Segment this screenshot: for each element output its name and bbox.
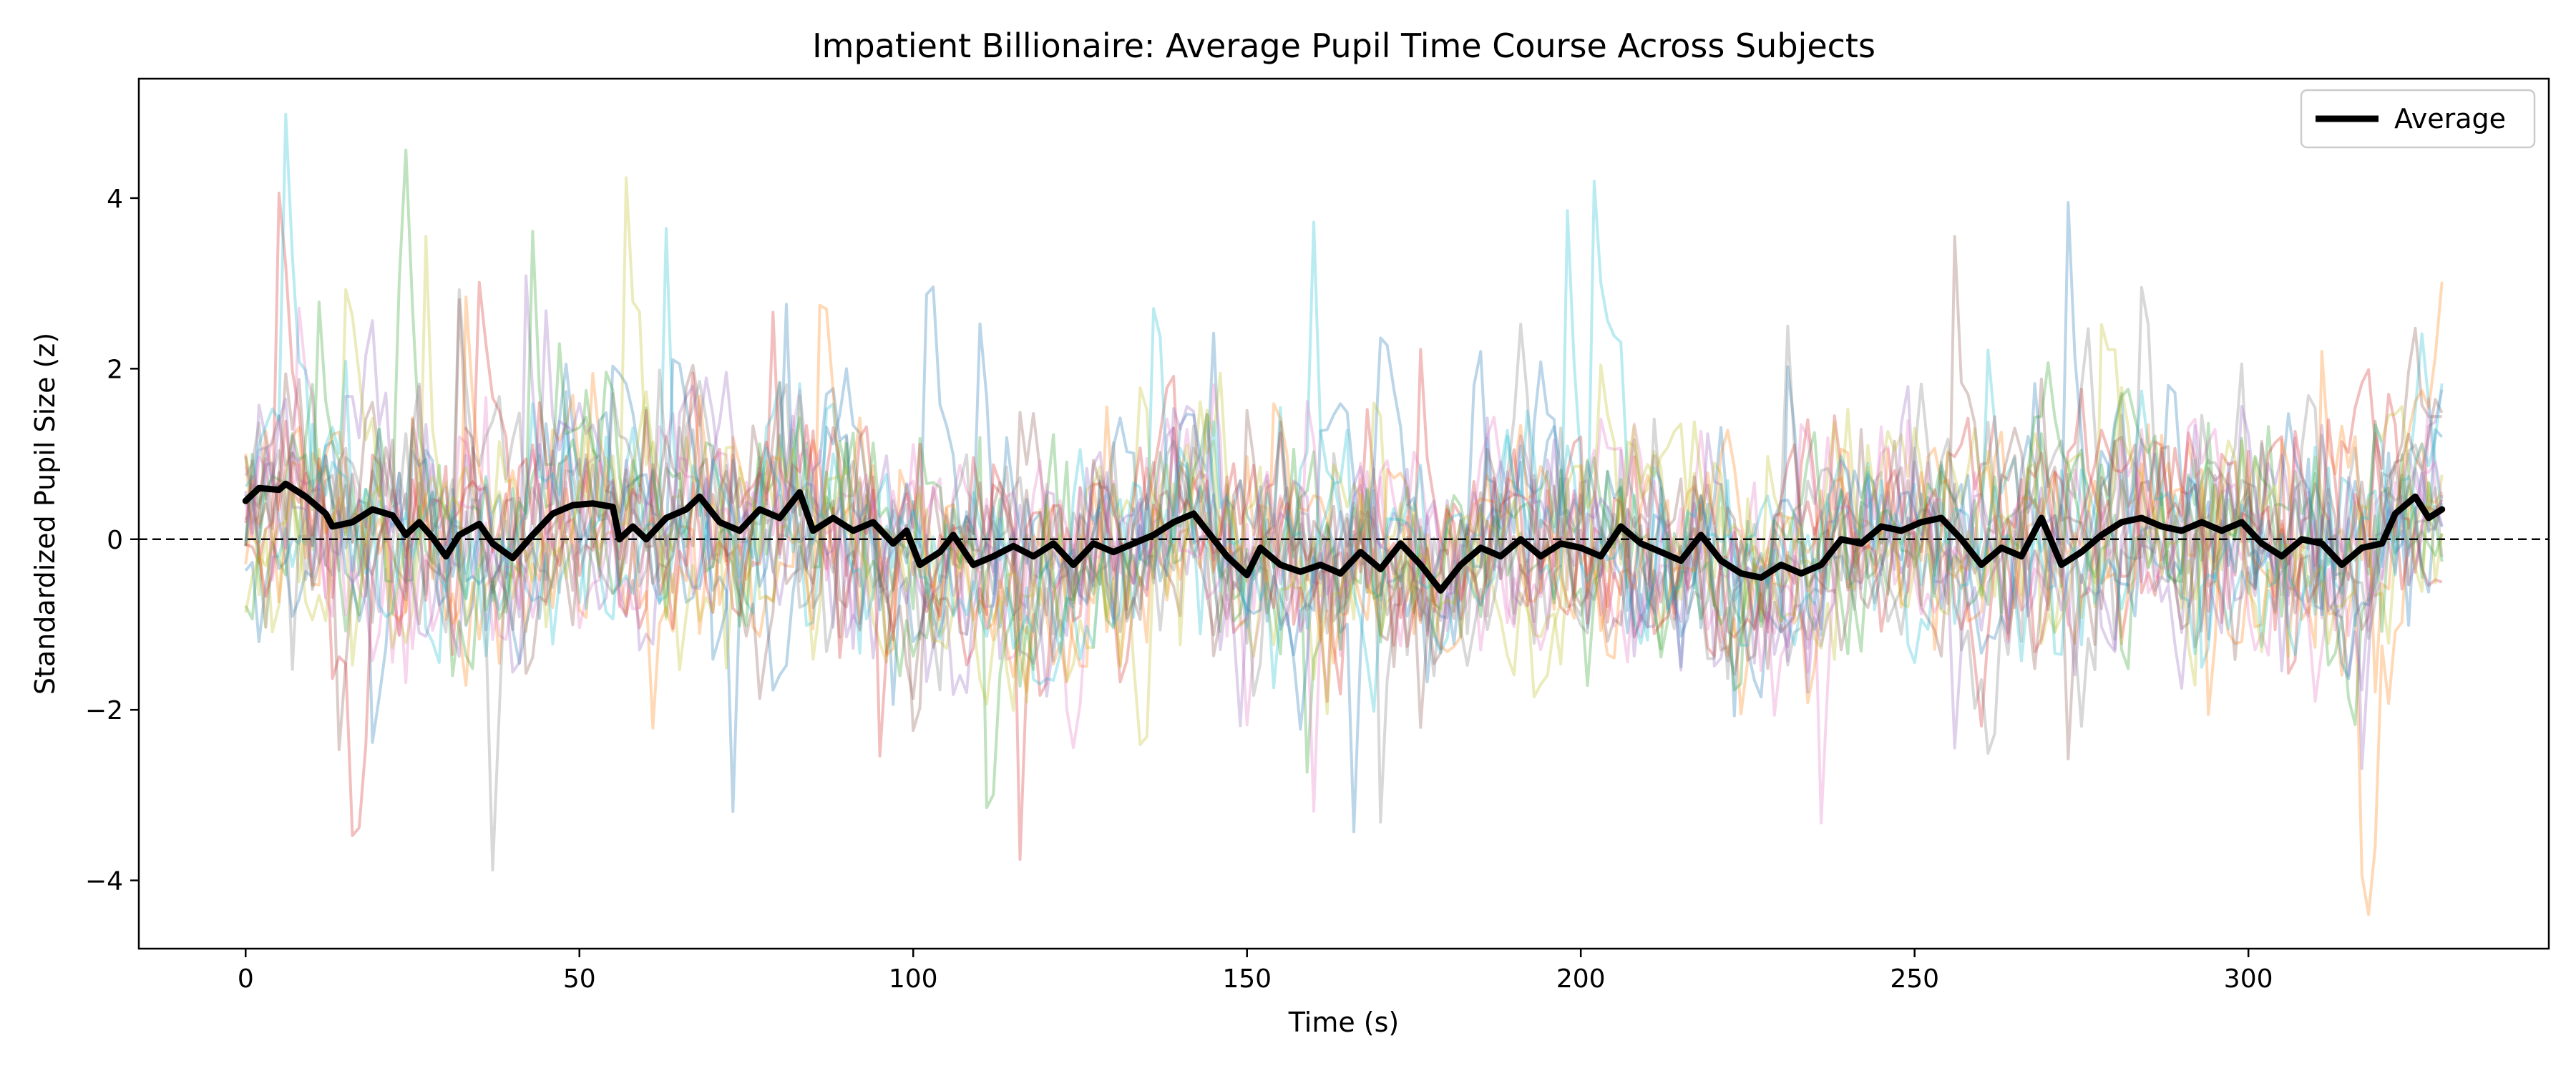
legend-label-average: Average	[2394, 103, 2506, 134]
x-tick-label: 300	[2224, 964, 2273, 994]
y-tick-label: 0	[107, 526, 123, 555]
subject-trace	[244, 285, 2444, 692]
legend-box	[2300, 89, 2536, 149]
subject-trace	[244, 274, 2444, 750]
x-tick-label: 200	[1556, 964, 1606, 994]
subject-trace	[244, 112, 2444, 713]
subject-trace	[244, 383, 2444, 717]
x-axis: 0 50 100 150 200 250 300	[238, 949, 2273, 994]
y-axis-label: Standardized Pupil Size (z)	[29, 333, 61, 695]
series-line-average	[242, 480, 2446, 594]
x-tick-label: 50	[563, 964, 596, 994]
subject-trace	[244, 323, 2444, 872]
chart-title: Impatient Billionaire: Average Pupil Tim…	[812, 26, 1875, 65]
subject-trace	[244, 148, 2444, 774]
y-tick-label: −4	[85, 867, 123, 896]
subject-trace	[244, 180, 2444, 685]
subject-trace	[245, 191, 2443, 861]
subject-trace	[244, 230, 2444, 810]
y-tick-label: −2	[85, 696, 123, 725]
y-tick-label: 2	[107, 355, 123, 384]
x-tick-label: 250	[1890, 964, 1939, 994]
subject-trace	[244, 201, 2444, 833]
subject-trace	[244, 176, 2444, 712]
subject-trace	[244, 235, 2444, 760]
subject-trace	[244, 371, 2444, 771]
x-axis-label: Time (s)	[1288, 1007, 1400, 1038]
subject-trace	[244, 375, 2444, 837]
plot-area	[139, 112, 2549, 916]
x-tick-label: 100	[889, 964, 938, 994]
x-tick-label: 0	[238, 964, 254, 994]
y-axis: −4 −2 0 2 4	[85, 185, 139, 896]
legend: Average	[2300, 89, 2536, 149]
x-tick-label: 150	[1222, 964, 1272, 994]
y-tick-label: 4	[107, 185, 123, 214]
plot-frame	[137, 77, 2550, 950]
subject-trace	[244, 281, 2444, 730]
subject-trace	[244, 326, 2442, 751]
